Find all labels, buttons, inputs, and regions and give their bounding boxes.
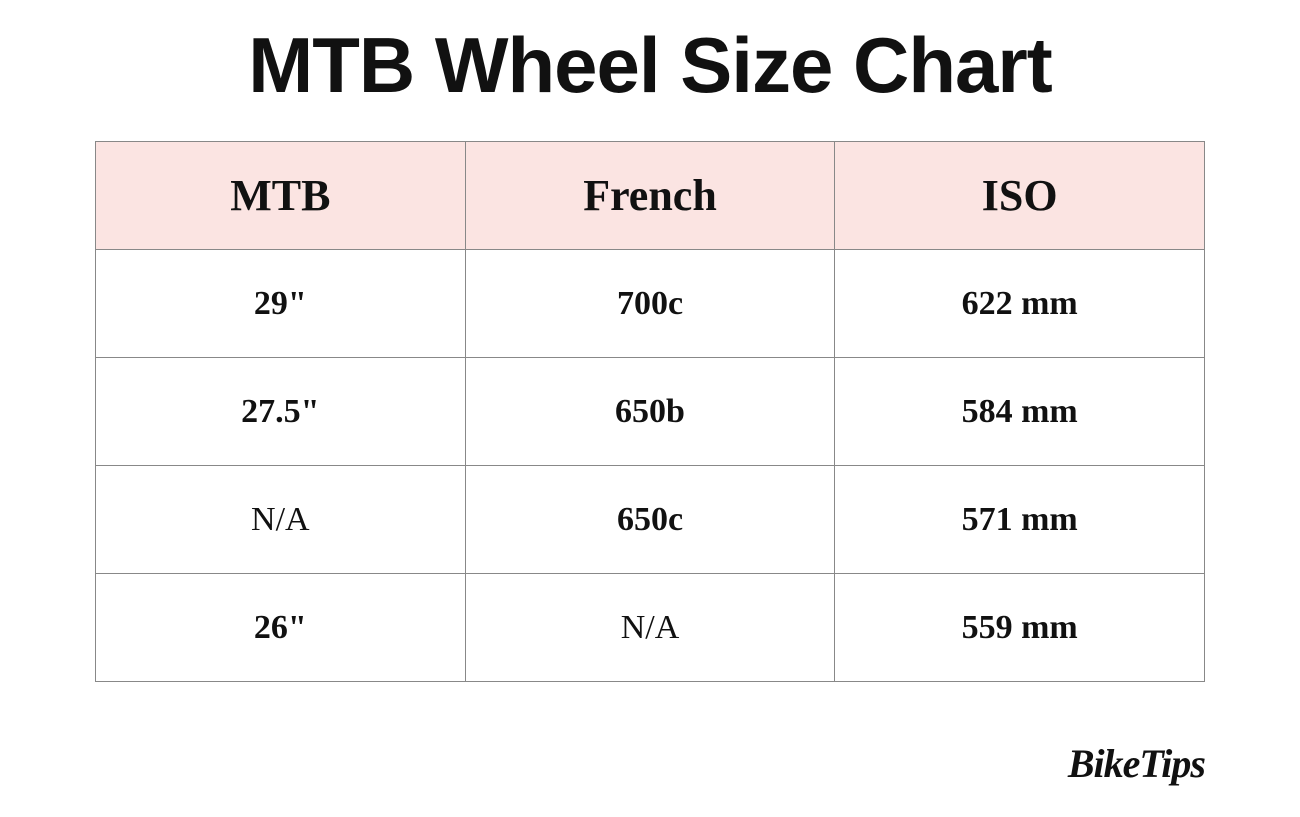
wheel-size-table: MTB French ISO 29" 700c 622 mm 27.5" 650… — [95, 141, 1205, 682]
col-header-french: French — [465, 142, 835, 250]
cell-mtb: 27.5" — [96, 358, 466, 466]
table-row: 27.5" 650b 584 mm — [96, 358, 1205, 466]
cell-iso: 584 mm — [835, 358, 1205, 466]
cell-mtb: N/A — [96, 466, 466, 574]
table-row: 29" 700c 622 mm — [96, 250, 1205, 358]
cell-iso: 571 mm — [835, 466, 1205, 574]
cell-french: N/A — [465, 574, 835, 682]
chart-title: MTB Wheel Size Chart — [248, 20, 1051, 111]
cell-iso: 622 mm — [835, 250, 1205, 358]
cell-french: 650c — [465, 466, 835, 574]
col-header-mtb: MTB — [96, 142, 466, 250]
table-row: 26" N/A 559 mm — [96, 574, 1205, 682]
table-row: N/A 650c 571 mm — [96, 466, 1205, 574]
cell-mtb: 29" — [96, 250, 466, 358]
col-header-iso: ISO — [835, 142, 1205, 250]
cell-mtb: 26" — [96, 574, 466, 682]
cell-iso: 559 mm — [835, 574, 1205, 682]
cell-french: 650b — [465, 358, 835, 466]
brand-logo: BikeTips — [1068, 740, 1205, 787]
cell-french: 700c — [465, 250, 835, 358]
table-header-row: MTB French ISO — [96, 142, 1205, 250]
